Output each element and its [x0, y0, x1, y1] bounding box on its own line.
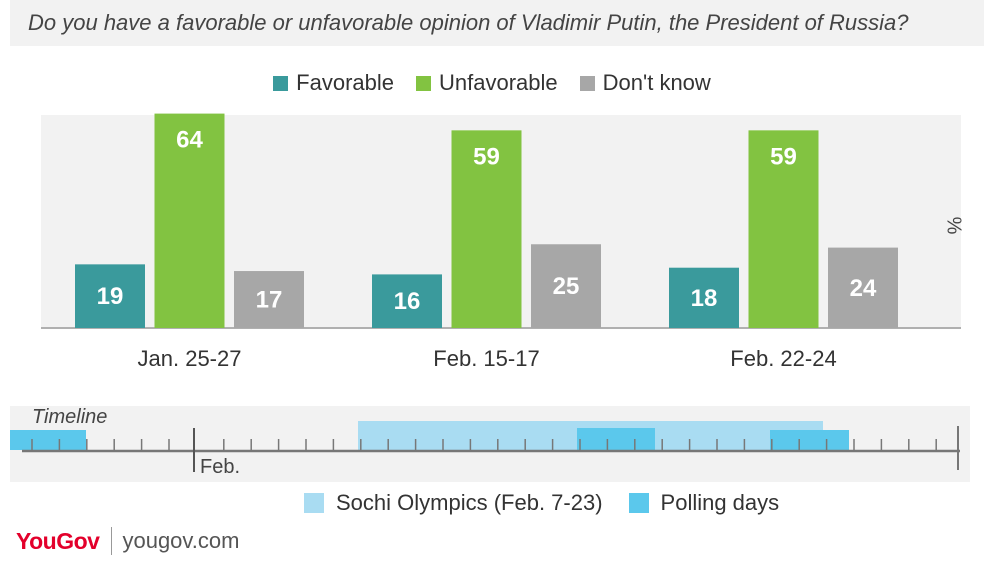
- olympics-swatch: [304, 493, 324, 513]
- bar-favorable-3: [669, 267, 739, 328]
- bar-don-t-know-3: [828, 247, 898, 328]
- legend-item-unfavorable: Unfavorable: [416, 70, 558, 96]
- legend-swatch-favorable: [273, 75, 289, 91]
- x-tick-label-3: Feb. 22-24: [730, 346, 836, 371]
- timeline-label: Timeline: [32, 406, 108, 428]
- timeline-legend: Sochi Olympics (Feb. 7-23) Polling days: [304, 490, 779, 516]
- legend-label-unfavorable: Unfavorable: [439, 70, 558, 95]
- bar-unfavorable-1: [154, 113, 225, 328]
- data-label-favorable-1: 19: [97, 283, 124, 310]
- data-label-unfavorable-1: 64: [176, 127, 203, 154]
- question-text: Do you have a favorable or unfavorable o…: [28, 10, 909, 35]
- legend-swatch-unfavorable: [416, 75, 432, 91]
- timeline-month-label: Feb.: [200, 456, 241, 478]
- data-label-unfavorable-3: 59: [770, 143, 797, 170]
- bar-unfavorable-3: [748, 130, 819, 328]
- polling-band-2: [577, 428, 655, 452]
- x-tick-label-2: Feb. 15-17: [433, 346, 539, 371]
- legend-label-dont-know: Don't know: [602, 70, 711, 95]
- olympics-legend-label: Sochi Olympics (Feb. 7-23): [336, 490, 603, 515]
- timeline-legend-polling: Polling days: [628, 490, 780, 516]
- x-tick-label-1: Jan. 25-27: [138, 346, 242, 371]
- chart-legend: Favorable Unfavorable Don't know: [0, 66, 984, 100]
- y-axis-unit-label: %: [942, 216, 965, 235]
- yougov-logo: YouGov: [16, 527, 100, 554]
- polling-band-1: [10, 430, 86, 450]
- bar-favorable-1: [75, 264, 145, 328]
- legend-item-favorable: Favorable: [273, 70, 394, 96]
- data-label-don-t-know-1: 17: [256, 287, 283, 314]
- timeline-legend-olympics: Sochi Olympics (Feb. 7-23): [304, 490, 603, 516]
- data-label-favorable-2: 16: [394, 288, 421, 315]
- data-label-don-t-know-3: 24: [850, 275, 877, 302]
- legend-item-dont-know: Don't know: [579, 70, 711, 96]
- data-label-don-t-know-2: 25: [553, 273, 580, 300]
- brand-url[interactable]: yougov.com: [122, 528, 240, 553]
- bar-don-t-know-2: [531, 244, 601, 328]
- brand-separator: [111, 527, 113, 555]
- polling-band-3: [770, 430, 849, 452]
- legend-swatch-dont-know: [579, 75, 595, 91]
- bar-unfavorable-2: [451, 130, 522, 328]
- polling-swatch: [628, 493, 649, 513]
- data-label-unfavorable-2: 59: [473, 143, 500, 170]
- legend-label-favorable: Favorable: [296, 70, 395, 95]
- brand-footer: YouGov yougov.com: [16, 527, 239, 555]
- question-bar: [10, 0, 984, 46]
- bar-don-t-know-1: [234, 271, 304, 328]
- data-label-favorable-3: 18: [691, 285, 718, 312]
- polling-legend-label: Polling days: [660, 490, 780, 515]
- bar-favorable-2: [372, 274, 442, 328]
